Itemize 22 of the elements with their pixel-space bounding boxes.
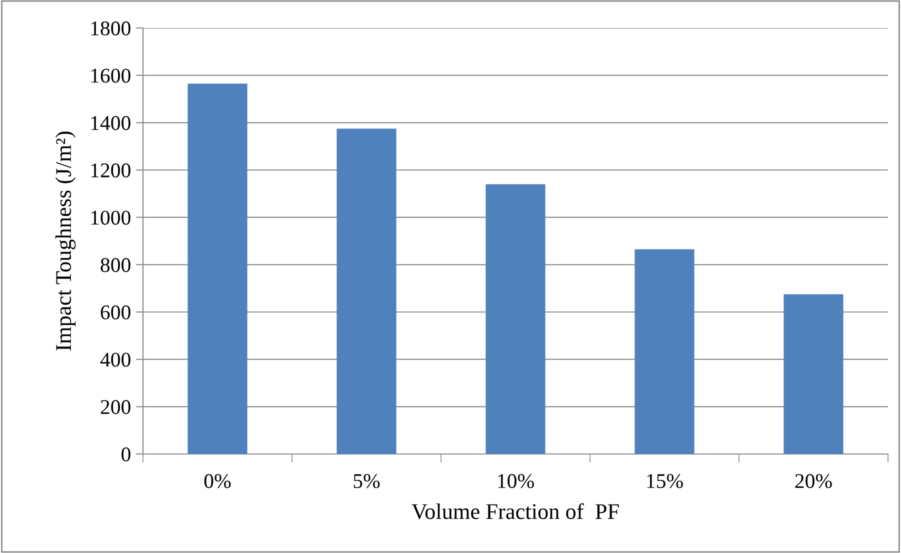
x-tick-label: 5%: [354, 474, 380, 488]
bar: [486, 184, 546, 454]
y-tick-label: 400: [100, 352, 130, 367]
y-tick-label: 1600: [91, 68, 130, 83]
x-tick-label: 15%: [647, 474, 683, 488]
y-tick-label: 1800: [91, 21, 130, 36]
y-tick-label: 1200: [91, 163, 130, 178]
x-axis-title: Volume Fraction of PF: [412, 503, 619, 520]
y-tick-label: 1000: [91, 210, 130, 225]
bar: [634, 249, 694, 454]
x-tick-label: 10%: [498, 474, 534, 488]
y-tick-label: 0: [122, 447, 130, 462]
y-tick-label: 800: [100, 258, 130, 272]
x-tick-label: 0%: [204, 474, 231, 488]
bar: [336, 128, 396, 454]
bar: [784, 294, 844, 454]
y-tick-label: 200: [100, 400, 130, 414]
y-axis-title: Impact Toughness (J/m²): [55, 132, 76, 351]
y-tick-label: 600: [100, 305, 130, 320]
x-tick-label: 20%: [795, 474, 832, 488]
bar: [188, 84, 248, 454]
y-tick-label: 1400: [91, 116, 130, 130]
